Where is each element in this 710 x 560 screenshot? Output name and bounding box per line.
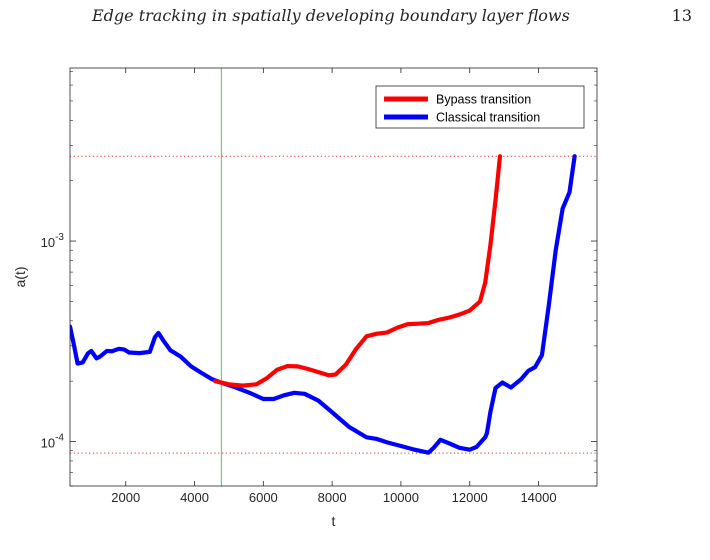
series-line-classical-transition: [70, 154, 577, 455]
running-head: Edge tracking in spatially developing bo…: [92, 6, 570, 25]
legend-box: [375, 85, 585, 129]
x-tick-label: 6000: [249, 490, 278, 505]
x-axis-label: t: [332, 513, 336, 529]
legend-label-classical: Classical transition: [436, 111, 540, 125]
y-tick-label: 10-4: [41, 433, 65, 451]
x-tick-label: 2000: [111, 490, 140, 505]
x-tick-label: 4000: [180, 490, 209, 505]
x-tick-label: 8000: [318, 490, 347, 505]
x-tick-label: 14000: [520, 490, 556, 505]
x-tick-label: 12000: [452, 490, 488, 505]
page-number: 13: [671, 6, 692, 25]
x-tick-label: 10000: [383, 490, 419, 505]
legend: Bypass transition Classical transition: [375, 85, 585, 129]
plot-frame: [69, 67, 598, 487]
series-line-bypass-transition: [213, 154, 503, 388]
legend-label-bypass: Bypass transition: [436, 93, 531, 107]
y-axis-label: a(t): [12, 267, 28, 288]
plot-area: [70, 68, 597, 486]
y-tick-label: 10-3: [41, 232, 65, 250]
